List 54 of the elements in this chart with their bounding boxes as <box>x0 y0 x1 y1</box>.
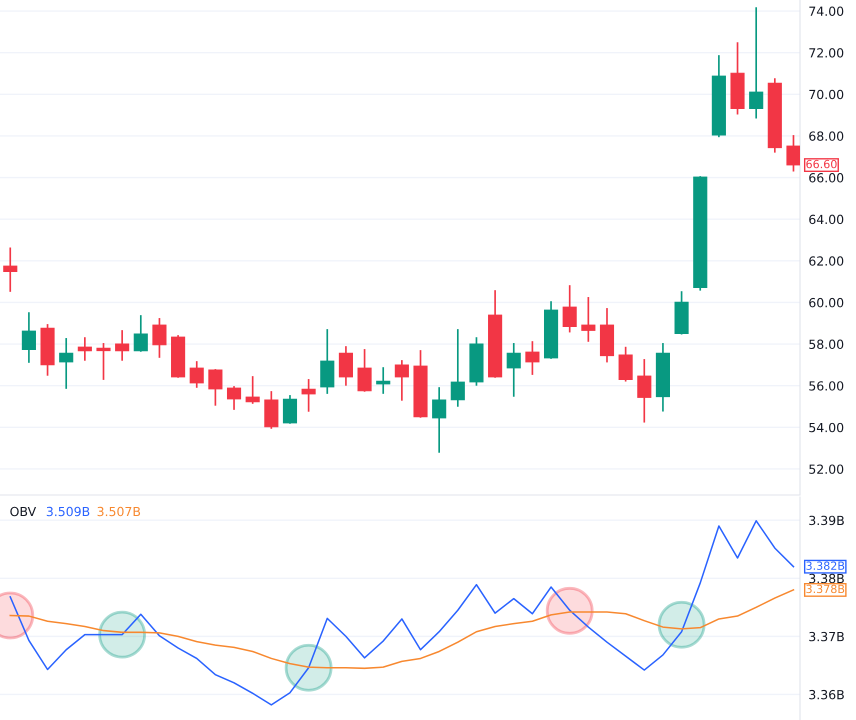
candlestick <box>376 367 390 394</box>
candlestick <box>525 341 540 375</box>
line-series <box>9 589 794 670</box>
y-tick-label: 3.39B <box>809 516 844 526</box>
text: 3.382B <box>806 562 844 570</box>
candlestick <box>581 297 596 342</box>
candlestick <box>78 337 92 361</box>
candlestick <box>282 395 298 424</box>
candlestick <box>786 135 800 172</box>
y-tick-label: 3.37B <box>809 632 844 642</box>
text: OBV <box>10 506 36 516</box>
y-tick-label: 60.00 <box>809 298 844 308</box>
candlestick <box>562 285 577 332</box>
candlestick <box>637 359 652 423</box>
y-tick-label: 66.00 <box>809 173 844 182</box>
y-tick-label: 72.00 <box>809 48 844 58</box>
candlestick <box>432 387 446 453</box>
text: 66.60 <box>806 160 837 168</box>
candlestick <box>450 329 465 407</box>
line-series <box>9 520 794 706</box>
candlestick <box>208 369 222 406</box>
point <box>284 644 333 692</box>
candlestick <box>22 312 36 363</box>
y-tick-label: 62.00 <box>809 256 844 266</box>
candlestick <box>302 379 316 412</box>
point <box>658 600 706 649</box>
y-tick-label: 54.00 <box>809 422 844 432</box>
candlestick <box>59 338 74 389</box>
candlestick <box>190 361 204 388</box>
candlestick <box>394 360 409 401</box>
candlestick <box>152 318 167 358</box>
annotation: 3.507B <box>98 506 140 516</box>
candlestick <box>96 343 111 380</box>
point <box>546 586 594 635</box>
y-tick-label: 3.38B <box>809 574 844 584</box>
candlestick <box>506 343 521 397</box>
candlestick <box>749 7 764 118</box>
candlestick <box>226 386 242 410</box>
candlestick <box>358 349 372 392</box>
text: 3.378B <box>806 584 844 594</box>
candlestick <box>134 315 148 352</box>
candlestick <box>115 330 130 361</box>
y-tick-label: 68.00 <box>809 131 844 141</box>
y-tick-label: 58.00 <box>809 340 844 350</box>
annotation: 3.509B <box>46 506 90 516</box>
y-tick-label: 52.00 <box>809 464 844 474</box>
y-tick-label: 56.00 <box>809 381 844 391</box>
y-tick-label: 74.00 <box>809 6 844 16</box>
candlestick <box>246 376 260 404</box>
candlestick <box>3 248 18 292</box>
candlestick <box>338 346 353 386</box>
y-tick-label: 64.00 <box>809 214 844 224</box>
y-tick-label: 70.00 <box>809 90 844 100</box>
y-tick-label: 3.36B <box>809 690 844 700</box>
